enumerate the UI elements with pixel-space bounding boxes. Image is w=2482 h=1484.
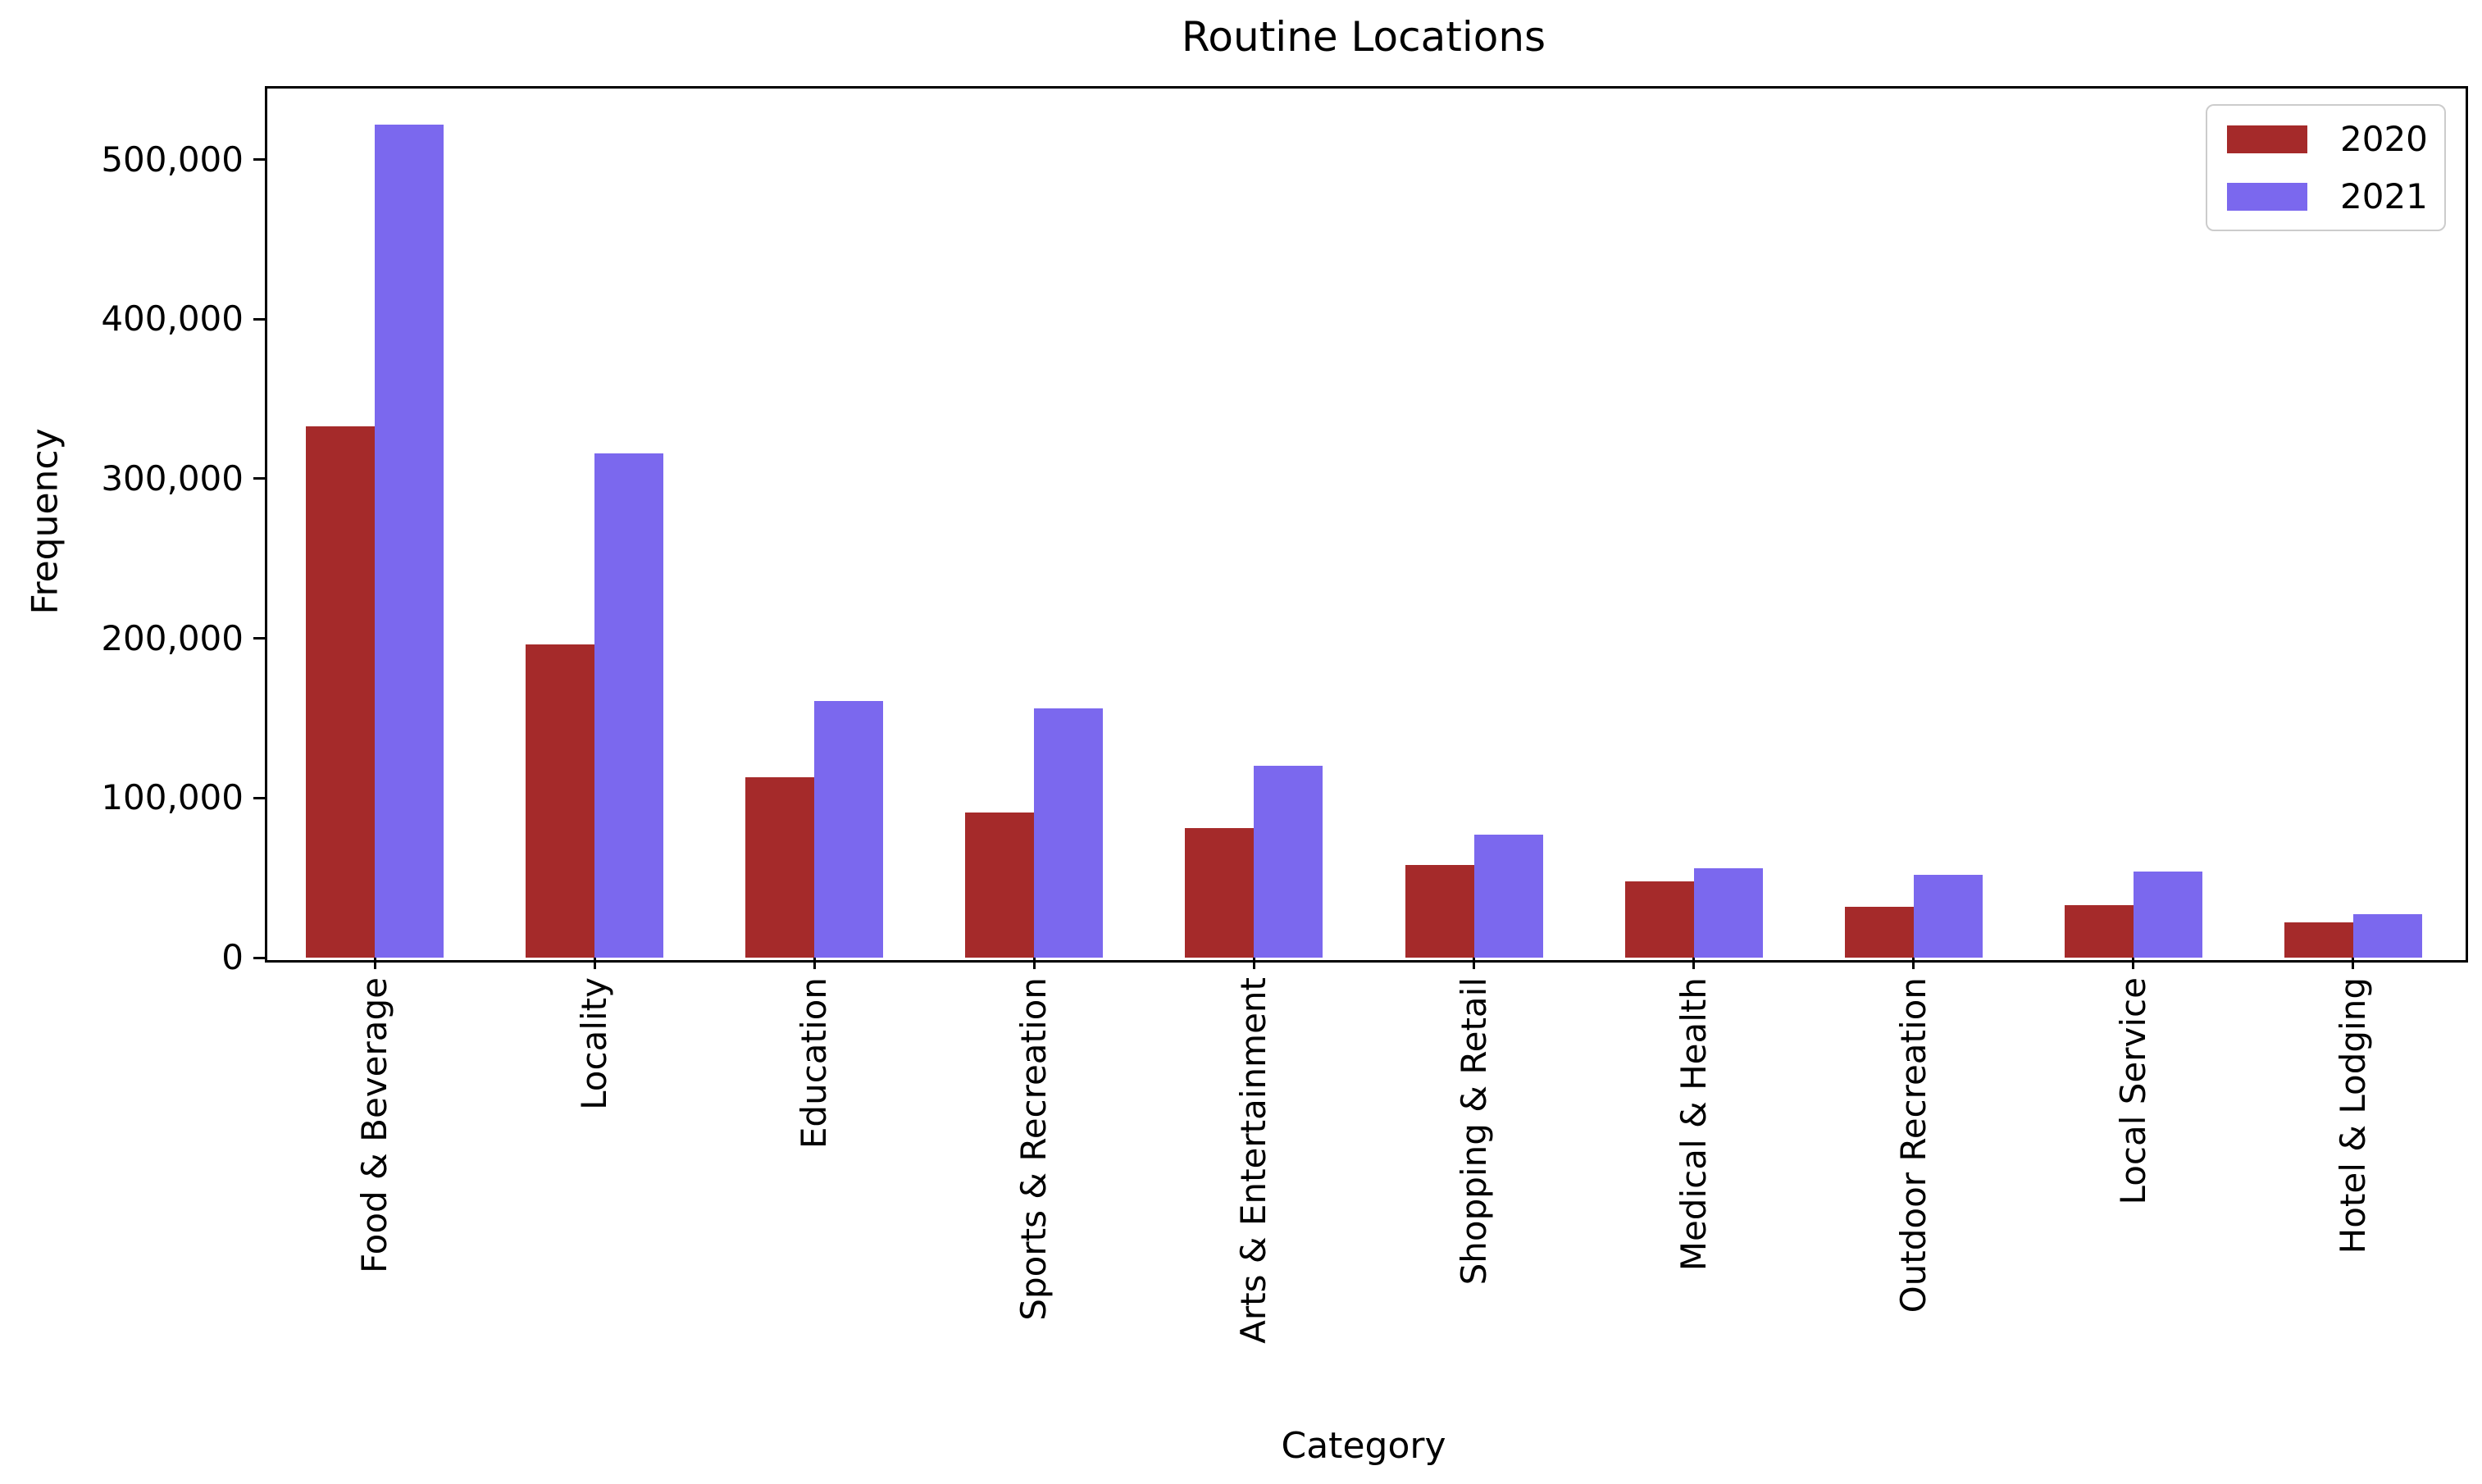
bar-2021-outdoor-recreation [1913,874,1983,958]
legend-row: 2021 [2227,175,2428,216]
y-tick-label: 100,000 [101,777,244,818]
x-tick-mark [2352,958,2355,969]
y-tick-mark [253,477,265,480]
bar-2020-local-service [2064,904,2134,958]
legend-row: 2020 [2227,118,2428,159]
y-tick-label: 300,000 [101,457,244,498]
x-tick-mark [1473,958,1476,969]
legend: 2020 2021 [2206,104,2446,231]
legend-label-2020: 2020 [2340,118,2428,159]
legend-swatch-2021 [2227,182,2307,211]
bar-2020-locality [526,644,595,958]
bar-2021-education [814,700,884,958]
bar-2021-medical-health [1693,867,1763,958]
bar-2020-medical-health [1624,881,1694,958]
x-tick-label: Food & Beverage [354,977,395,1274]
y-tick-mark [253,158,265,162]
x-tick-label: Local Service [2112,977,2153,1205]
bar-2020-arts-entertainment [1185,828,1255,958]
bar-2021-shopping-retail [1473,835,1543,958]
x-tick-label: Hotel & Lodging [2332,977,2373,1254]
x-tick-label: Locality [574,977,615,1110]
bar-2021-sports-recreation [1034,708,1104,958]
legend-label-2021: 2021 [2340,175,2428,216]
x-tick-label: Sports & Recreation [1013,977,1054,1321]
bar-2021-hotel-lodging [2352,914,2422,958]
x-tick-mark [593,958,596,969]
x-tick-mark [2132,958,2135,969]
x-tick-label: Medical & Health [1673,977,1714,1272]
y-tick-label: 200,000 [101,617,244,658]
x-tick-mark [813,958,816,969]
bar-2021-local-service [2133,871,2202,958]
y-tick-mark [253,317,265,321]
y-tick-mark [253,956,265,959]
y-tick-label: 400,000 [101,298,244,339]
legend-swatch-2020 [2227,125,2307,153]
y-tick-mark [253,637,265,640]
x-tick-label: Outdoor Recreation [1892,977,1933,1313]
bar-2020-shopping-retail [1405,865,1474,958]
x-tick-mark [1032,958,1036,969]
y-tick-mark [253,796,265,799]
bar-2020-hotel-lodging [2284,922,2353,958]
bar-2020-outdoor-recreation [1844,906,1914,958]
bar-2020-sports-recreation [965,812,1035,958]
bar-2020-education [745,777,815,958]
bar-2021-food-beverage [375,124,444,958]
x-axis-label: Category [1281,1425,1446,1467]
x-tick-mark [373,958,376,969]
x-tick-mark [1692,958,1696,969]
y-axis-label: Frequency [24,428,66,615]
y-tick-label: 0 [221,937,244,977]
x-tick-mark [1252,958,1255,969]
bar-2021-locality [594,453,664,958]
bar-2021-arts-entertainment [1254,766,1323,958]
x-tick-mark [1912,958,1915,969]
x-tick-label: Shopping & Retail [1453,977,1494,1286]
chart-title: Routine Locations [1181,13,1546,61]
bar-2020-food-beverage [306,426,376,958]
y-tick-label: 500,000 [101,139,244,180]
x-tick-label: Education [794,977,835,1149]
x-tick-label: Arts & Entertainment [1233,977,1274,1344]
